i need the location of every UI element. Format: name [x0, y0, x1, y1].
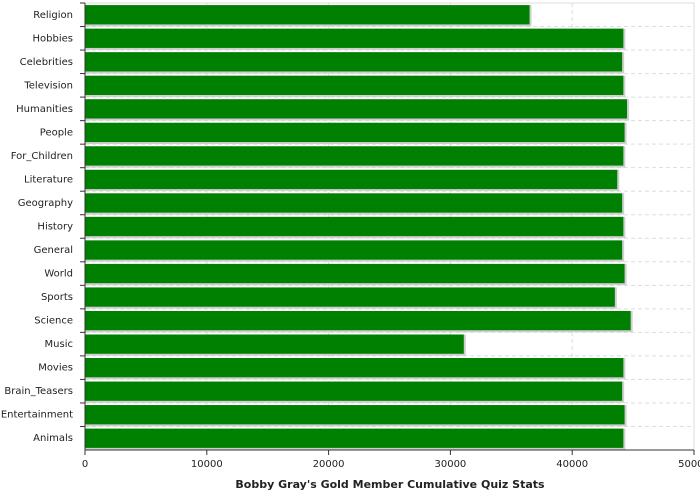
bar — [85, 263, 625, 284]
bar — [85, 216, 624, 237]
bar — [85, 75, 624, 95]
y-tick-label: History — [37, 222, 73, 233]
x-tick-label: 10000 — [191, 459, 223, 470]
y-tick-label: Literature — [24, 174, 73, 185]
x-tick-label: 20000 — [313, 459, 345, 470]
bar — [85, 28, 624, 48]
bar — [85, 99, 628, 119]
bar — [85, 287, 615, 307]
bar — [85, 240, 623, 260]
bar — [85, 122, 625, 143]
y-tick-label: Television — [23, 80, 73, 91]
x-tick-label: 40000 — [556, 459, 588, 470]
y-tick-label: Music — [45, 339, 73, 350]
y-tick-label: Hobbies — [33, 33, 73, 44]
y-tick-label: Science — [34, 316, 73, 327]
x-tick-label: 30000 — [434, 459, 466, 470]
bar — [85, 52, 623, 72]
bar — [85, 193, 623, 213]
y-tick-label: Humanities — [16, 104, 73, 115]
bar — [85, 5, 530, 25]
y-tick-label: General — [34, 245, 73, 256]
bar — [85, 428, 624, 448]
y-tick-label: Religion — [33, 10, 73, 21]
bar — [85, 358, 624, 378]
bar — [85, 146, 624, 166]
y-tick-label: Celebrities — [20, 57, 73, 68]
y-tick-label: Geography — [18, 198, 73, 209]
y-tick-label: Sports — [41, 292, 73, 303]
y-tick-label: For_Children — [11, 151, 73, 162]
y-tick-label: World — [44, 269, 73, 280]
y-tick-label: People — [40, 127, 73, 138]
bar — [85, 405, 625, 425]
y-tick-label: Brain_Teasers — [4, 386, 73, 397]
bar — [85, 381, 623, 401]
bar — [85, 169, 618, 190]
y-tick-label: Animals — [33, 433, 73, 444]
bar — [85, 334, 464, 354]
y-tick-label: Movies — [38, 363, 73, 374]
x-tick-label: 0 — [82, 459, 88, 470]
chart-title: Bobby Gray's Gold Member Cumulative Quiz… — [235, 478, 545, 491]
bar — [85, 310, 631, 331]
x-tick-label: 50000 — [678, 459, 700, 470]
y-tick-label: Entertainment — [1, 410, 73, 421]
